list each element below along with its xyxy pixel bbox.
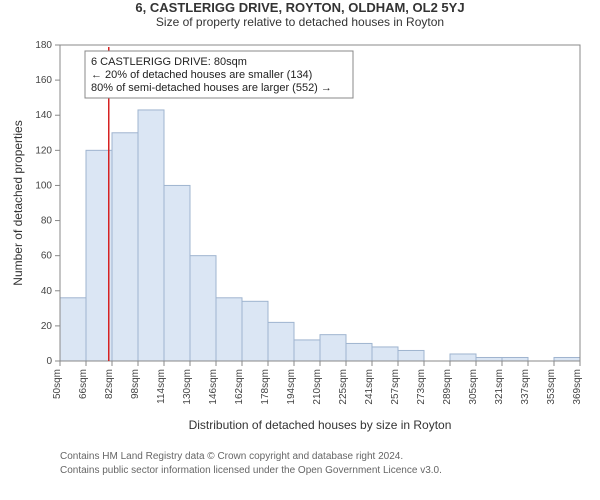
y-tick-label: 80: [41, 216, 53, 227]
histogram-bar: [372, 347, 398, 361]
y-tick-label: 40: [41, 286, 53, 297]
x-tick-label: 241sqm: [364, 369, 375, 405]
page-subtitle: Size of property relative to detached ho…: [0, 15, 600, 29]
histogram-bar: [476, 357, 502, 361]
y-tick-label: 0: [46, 356, 52, 367]
histogram-bar: [60, 298, 86, 361]
y-tick-label: 120: [35, 145, 52, 156]
annotation-line: ← 20% of detached houses are smaller (13…: [91, 69, 312, 81]
histogram-bar: [346, 343, 372, 361]
x-tick-label: 321sqm: [494, 369, 505, 405]
x-tick-label: 146sqm: [208, 369, 219, 405]
x-tick-label: 178sqm: [260, 369, 271, 405]
histogram-bar: [164, 185, 190, 361]
histogram-bar: [294, 340, 320, 361]
histogram-bar: [112, 133, 138, 361]
y-tick-label: 140: [35, 110, 52, 121]
credit-line-2: Contains public sector information licen…: [60, 465, 442, 476]
credit-line-1: Contains HM Land Registry data © Crown c…: [60, 451, 403, 462]
x-tick-label: 66sqm: [78, 369, 89, 399]
histogram-bar: [242, 301, 268, 361]
x-tick-label: 257sqm: [390, 369, 401, 405]
y-tick-label: 100: [35, 180, 52, 191]
annotation-line: 80% of semi-detached houses are larger (…: [91, 82, 332, 94]
x-tick-label: 225sqm: [338, 369, 349, 405]
x-tick-label: 98sqm: [130, 369, 141, 399]
histogram-bar: [190, 256, 216, 361]
y-tick-label: 160: [35, 75, 52, 86]
histogram-bar: [398, 350, 424, 361]
x-tick-label: 369sqm: [572, 369, 583, 405]
histogram-bar: [554, 357, 580, 361]
histogram-bar: [216, 298, 242, 361]
x-tick-label: 289sqm: [442, 369, 453, 405]
histogram-bar: [502, 357, 528, 361]
x-tick-label: 50sqm: [52, 369, 63, 399]
histogram-bar: [268, 322, 294, 361]
x-tick-label: 130sqm: [182, 369, 193, 405]
x-tick-label: 273sqm: [416, 369, 427, 405]
y-tick-label: 60: [41, 251, 53, 262]
histogram-chart: 0 20 40 60 80 100 120 140 160 180 50sqm 66sqm 82sqm 9…: [0, 29, 600, 481]
histogram-bar: [138, 110, 164, 361]
x-tick-label: 337sqm: [520, 369, 531, 405]
y-axis-label: Number of detached properties: [11, 120, 25, 285]
x-axis-label: Distribution of detached houses by size …: [189, 418, 452, 432]
x-tick-label: 82sqm: [104, 369, 115, 399]
y-tick-label: 180: [35, 40, 52, 51]
x-tick-label: 353sqm: [546, 369, 557, 405]
page-title: 6, CASTLERIGG DRIVE, ROYTON, OLDHAM, OL2…: [0, 0, 600, 15]
histogram-bar: [450, 354, 476, 361]
x-tick-label: 114sqm: [156, 369, 167, 404]
y-tick-label: 20: [41, 321, 53, 332]
x-tick-label: 210sqm: [312, 369, 323, 405]
x-tick-label: 194sqm: [286, 369, 297, 405]
x-tick-label: 305sqm: [468, 369, 479, 405]
histogram-bar: [320, 335, 346, 361]
x-tick-label: 162sqm: [234, 369, 245, 405]
annotation-line: 6 CASTLERIGG DRIVE: 80sqm: [91, 56, 247, 68]
